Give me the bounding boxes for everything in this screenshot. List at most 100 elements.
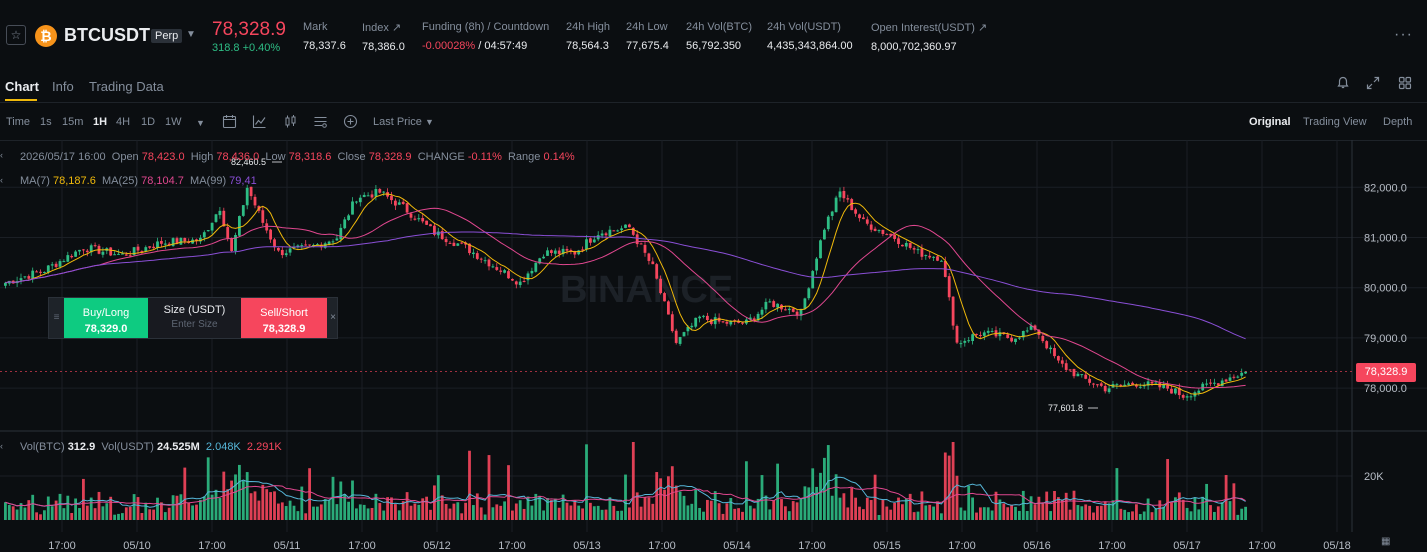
symbol-name[interactable]: BTCUSDT: [64, 25, 150, 45]
volume-bar: [1146, 498, 1150, 520]
candle-up: [538, 258, 542, 264]
volume-bar: [1162, 506, 1166, 520]
volume-bar: [50, 506, 54, 520]
tab-chart[interactable]: Chart: [5, 79, 39, 94]
candle-up: [210, 222, 214, 231]
time-tick-label: 17:00: [498, 540, 526, 552]
volume-bar: [745, 461, 748, 520]
volume-bar: [507, 465, 510, 520]
candle-down: [27, 276, 31, 279]
interval-dropdown-icon[interactable]: ▼: [196, 118, 205, 128]
interval-1h[interactable]: 1H: [93, 116, 108, 128]
candle-down: [390, 195, 393, 201]
candle-down: [1099, 383, 1103, 386]
calendar-icon[interactable]: [222, 114, 237, 132]
ma-legend-collapse-icon[interactable]: ‹: [0, 175, 3, 185]
candle-up: [830, 211, 834, 216]
size-input[interactable]: [154, 319, 235, 330]
volume-bar: [1150, 512, 1154, 520]
volume-bar: [936, 501, 939, 520]
volume-bar: [382, 510, 386, 520]
interval-15m[interactable]: 15m: [62, 116, 84, 128]
volume-bar: [514, 503, 518, 520]
candle-down: [1092, 383, 1095, 385]
view-original[interactable]: Original: [1249, 116, 1291, 128]
candle-up: [764, 301, 768, 310]
candle-down: [507, 271, 510, 279]
volume-bar: [27, 500, 31, 520]
chart-settings-icon[interactable]: ▦: [1381, 536, 1391, 547]
symbol-dropdown-icon[interactable]: ▼: [186, 29, 196, 40]
volume-bar: [647, 497, 651, 520]
more-options-icon[interactable]: ···: [1394, 26, 1413, 43]
candle-up: [503, 270, 506, 273]
volume-bar: [799, 499, 803, 520]
stat-open-interest[interactable]: Open Interest(USDT) ↗ 8,000,702,360.97: [871, 22, 988, 53]
interval-1w[interactable]: 1W: [165, 116, 182, 128]
fullscreen-icon[interactable]: [1364, 76, 1382, 94]
volume-bar: [561, 494, 565, 520]
volume-bar: [826, 445, 830, 520]
drag-handle-icon[interactable]: ≡: [53, 312, 60, 323]
vol-legend-collapse-icon[interactable]: ‹: [0, 441, 3, 451]
volume-bar: [1228, 501, 1232, 520]
candle-up: [819, 240, 822, 259]
last-price: 78,328.9: [212, 19, 286, 40]
candle-down: [795, 311, 799, 316]
volume-bar: [678, 491, 682, 520]
candle-up: [748, 317, 752, 320]
volume-bar: [183, 467, 187, 520]
candle-up: [1154, 382, 1158, 384]
volume-bar: [620, 510, 623, 520]
candle-up: [530, 270, 534, 274]
view-depth[interactable]: Depth: [1383, 116, 1413, 128]
candle-down: [433, 225, 436, 235]
candle-down: [897, 238, 900, 245]
volume-bar: [791, 501, 795, 520]
time-tick-label: 17:00: [1248, 540, 1276, 552]
candle-up: [316, 244, 319, 246]
favorite-star-icon[interactable]: ☆: [6, 25, 26, 45]
candle-up: [982, 332, 986, 336]
candle-down: [495, 267, 499, 270]
settings-sliders-icon[interactable]: [313, 114, 328, 132]
legend-collapse-icon[interactable]: ‹: [0, 150, 3, 160]
tab-trading-data[interactable]: Trading Data: [89, 79, 164, 94]
layout-grid-icon[interactable]: [1396, 76, 1414, 94]
stat-24h-vol-btc: 24h Vol(BTC) 56,792.350: [686, 21, 753, 52]
buy-long-button[interactable]: Buy/Long 78,329.0: [64, 298, 148, 338]
interval-4h[interactable]: 4H: [116, 116, 131, 128]
time-label[interactable]: Time: [6, 116, 31, 128]
volume-bar: [971, 497, 974, 520]
stat-24h-vol-usdt: 24h Vol(USDT) 4,435,343,864.00: [767, 21, 853, 52]
volume-bar: [924, 505, 928, 520]
tab-info[interactable]: Info: [52, 79, 74, 94]
close-icon[interactable]: ×: [330, 312, 336, 323]
volume-bar: [491, 507, 495, 520]
candlestick-chart[interactable]: BINANCE 82,000.0 81,000.0 80,000.0 79,000.0…: [0, 140, 1427, 552]
price-type-select[interactable]: Last Price ▼: [373, 116, 434, 128]
candle-up: [998, 332, 1002, 337]
volume-bar: [1220, 502, 1224, 520]
stat-index[interactable]: Index ↗ 78,386.0: [362, 22, 405, 53]
view-trading-view[interactable]: Trading View: [1303, 116, 1367, 128]
alert-bell-icon[interactable]: [1334, 76, 1352, 94]
add-indicator-icon[interactable]: [343, 114, 358, 132]
volume-bar: [54, 500, 58, 520]
candle-up: [214, 214, 218, 222]
volume-bar: [854, 497, 857, 520]
candle-down: [628, 224, 631, 228]
volume-bar: [448, 508, 452, 520]
volume-bar: [230, 480, 233, 520]
volume-bar: [1135, 504, 1138, 520]
volume-bar: [136, 497, 140, 520]
candle-down: [670, 314, 674, 332]
sell-short-button[interactable]: Sell/Short 78,328.9: [241, 298, 327, 338]
candle-up: [1138, 386, 1142, 388]
interval-1d[interactable]: 1D: [141, 116, 156, 128]
candle-type-icon[interactable]: [283, 114, 298, 132]
candle-up: [382, 191, 386, 193]
interval-1s[interactable]: 1s: [40, 116, 52, 128]
indicator-icon[interactable]: [252, 114, 267, 132]
volume-bar: [748, 505, 752, 520]
